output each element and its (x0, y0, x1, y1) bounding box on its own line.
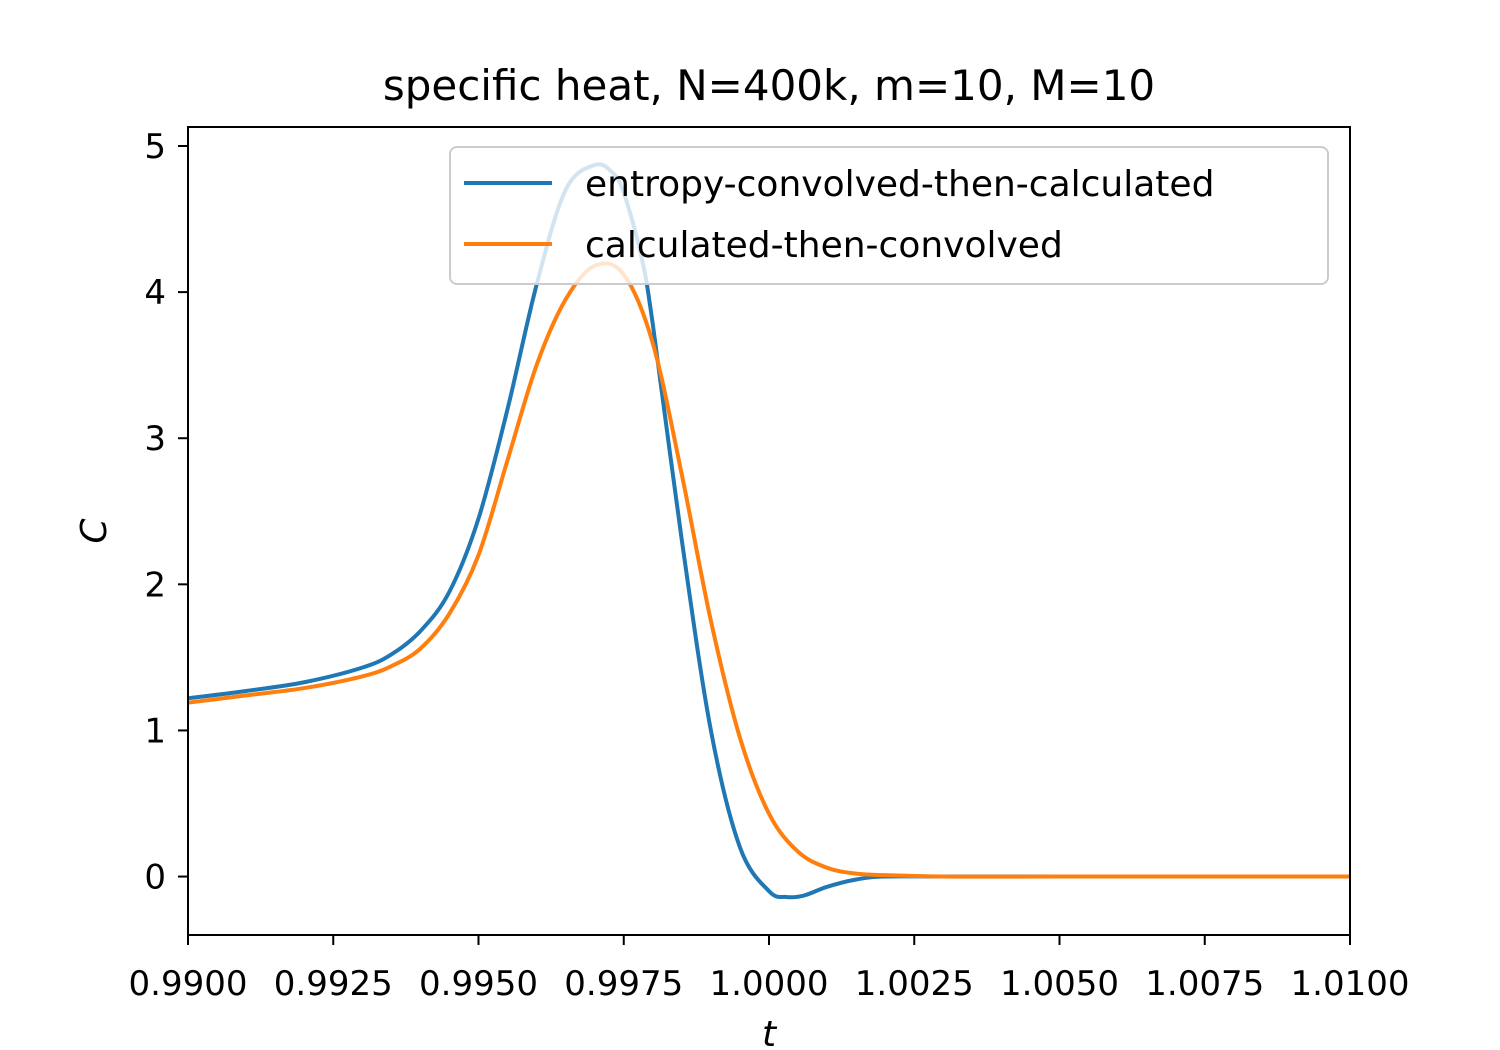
x-tick-label: 0.9975 (564, 964, 683, 1004)
legend-label-entropy: entropy-convolved-then-calculated (585, 164, 1214, 205)
x-tick-label: 0.9900 (129, 964, 248, 1004)
x-tick-label: 1.0025 (855, 964, 974, 1004)
x-axis-label: t (762, 1014, 778, 1050)
legend: entropy-convolved-then-calculated calcul… (449, 146, 1329, 285)
x-axis-ticks: 0.9900 0.9925 0.9950 0.9975 1.0000 1.0025 1.00… (129, 935, 1410, 1004)
x-tick-label: 1.0000 (710, 964, 829, 1004)
x-tick-label: 0.9925 (274, 964, 393, 1004)
series-line-1 (187, 261, 1350, 879)
y-axis-label: C (74, 518, 115, 544)
y-tick-label: 0 (144, 858, 166, 898)
y-axis-ticks: 0 1 2 3 4 5 (144, 127, 188, 898)
y-tick-label: 2 (144, 565, 166, 605)
y-tick-label: 5 (144, 127, 166, 167)
x-tick-label: 1.0050 (1000, 964, 1119, 1004)
x-tick-label: 1.0100 (1291, 964, 1410, 1004)
legend-label-calculated: calculated-then-convolved (585, 225, 1063, 266)
y-tick-label: 4 (144, 273, 166, 313)
chart-title: specific heat, N=400k, m=10, M=10 (383, 61, 1155, 110)
x-tick-label: 1.0075 (1145, 964, 1264, 1004)
x-tick-label: 0.9950 (419, 964, 538, 1004)
y-tick-label: 1 (144, 711, 166, 751)
legend-box (449, 146, 1329, 285)
y-tick-label: 3 (144, 419, 166, 459)
